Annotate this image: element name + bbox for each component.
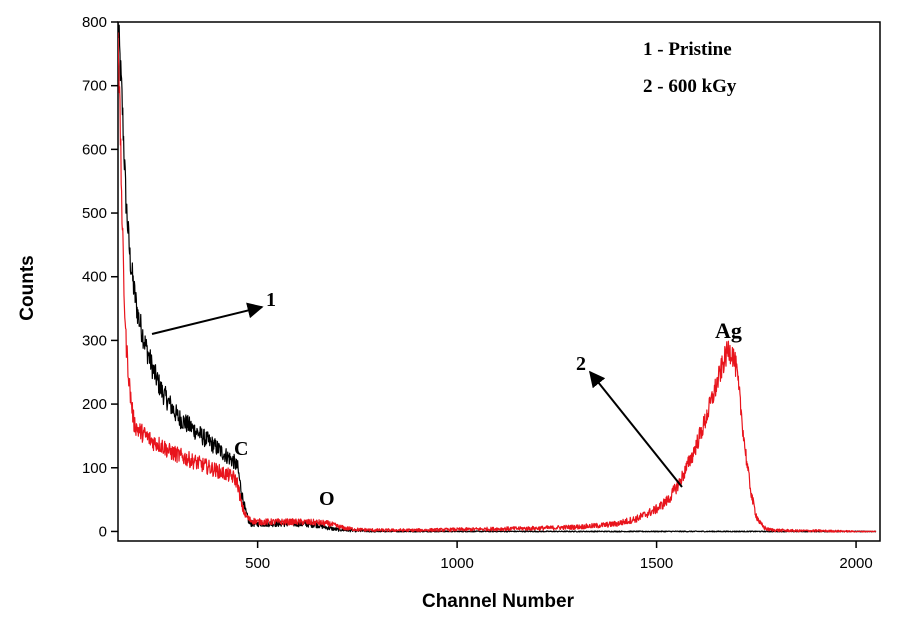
y-axis: 0 100 200 300 400 500 600 700 800 [82,14,118,540]
y-tick-label: 600 [82,141,107,158]
y-tick-label: 700 [82,78,107,95]
annotation-2: 2 [576,353,586,375]
y-tick-label: 100 [82,460,107,477]
y-tick-label: 500 [82,205,107,222]
x-axis: 500 1000 1500 2000 [245,541,873,572]
y-tick-label: 800 [82,14,107,31]
annotation-1: 1 [266,289,276,311]
arrow-series-1 [151,302,264,335]
y-tick-label: 200 [82,396,107,413]
series-1-line [118,22,877,533]
series-2-line [118,32,877,533]
y-tick-label: 300 [82,332,107,349]
series-layer [118,22,877,533]
y-tick-label: 400 [82,269,107,286]
legend-entry-2: 2 - 600 kGy [643,76,737,97]
x-tick-label: 1500 [640,555,673,572]
x-axis-title: Channel Number [422,591,575,612]
y-tick-label: 0 [99,523,107,540]
annotation-ag: Ag [715,318,742,343]
arrow-series-2 [589,370,683,488]
plot-frame [117,21,881,542]
legend-entry-1: 1 - Pristine [643,39,732,60]
annotation-o: O [319,488,335,510]
annotation-c: C [234,438,248,460]
x-tick-label: 1000 [440,555,473,572]
x-tick-label: 500 [245,555,270,572]
x-tick-label: 2000 [839,555,872,572]
y-axis-title: Counts [17,255,38,320]
